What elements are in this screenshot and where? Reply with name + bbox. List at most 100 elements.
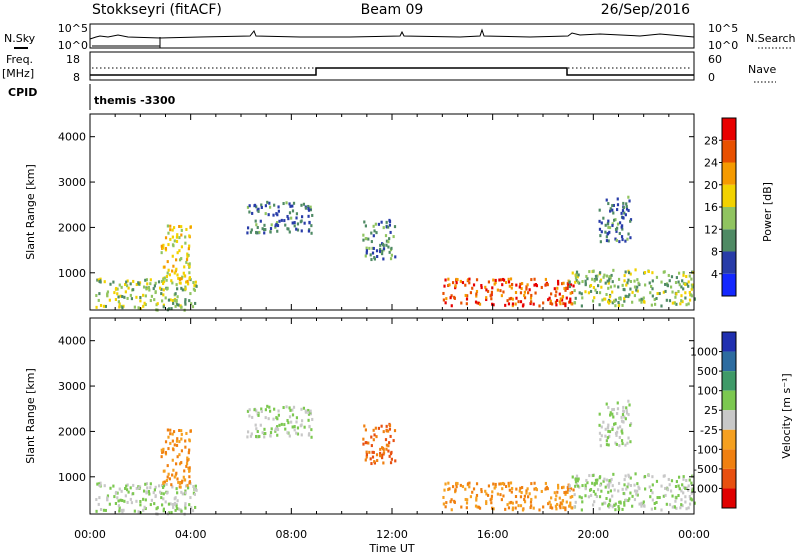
power-cell <box>609 209 612 213</box>
velocity-cell <box>161 485 165 489</box>
velocity-cell <box>612 407 615 411</box>
power-cell <box>390 253 393 257</box>
power-cell <box>121 295 124 299</box>
power-cell <box>291 204 294 208</box>
velocity-cell <box>592 490 595 494</box>
velocity-cell <box>277 409 280 413</box>
power-cell <box>614 218 617 222</box>
power-cell <box>169 298 172 302</box>
velocity-cell <box>283 423 286 427</box>
velocity-cell <box>680 498 683 502</box>
velocity-cell <box>609 411 612 415</box>
velocity-cell <box>124 494 127 498</box>
velocity-cell <box>618 500 621 504</box>
velocity-cell <box>147 489 151 493</box>
velocity-cell <box>166 475 169 479</box>
velocity-cell <box>117 504 121 508</box>
velocity-cell <box>175 443 179 447</box>
power-cell <box>687 302 690 306</box>
velocity-cell <box>660 508 663 512</box>
velocity-cell <box>556 483 560 487</box>
power-cell <box>172 264 175 268</box>
power-cell <box>121 306 124 310</box>
velocity-cell <box>278 423 281 427</box>
power-cell <box>174 292 177 296</box>
velocity-cell <box>288 434 291 438</box>
velocity-cell <box>268 409 272 413</box>
power-cell <box>300 203 303 207</box>
velocity-cell <box>529 506 532 510</box>
power-cell <box>491 302 494 306</box>
power-cell <box>617 304 620 308</box>
range-tick-label: 3000 <box>58 380 86 393</box>
velocity-cell <box>634 472 637 476</box>
velocity-cell <box>675 506 678 510</box>
power-cell <box>621 283 624 287</box>
velocity-cell <box>277 413 280 417</box>
power-cell <box>633 294 637 298</box>
velocity-cell <box>475 496 478 500</box>
velocity-cell <box>614 441 617 445</box>
power-cell <box>613 284 616 288</box>
velocity-cell <box>184 502 187 506</box>
power-cell <box>627 209 630 213</box>
power-cell <box>651 287 654 291</box>
velocity-cell <box>655 479 659 483</box>
velocity-cell <box>609 413 612 417</box>
velocity-cell <box>276 425 279 429</box>
velocity-cell <box>624 417 627 421</box>
velocity-cell <box>623 483 626 487</box>
velocity-cell <box>651 498 654 502</box>
power-cell <box>180 286 183 290</box>
power-cell <box>162 293 165 297</box>
power-cell <box>266 200 269 204</box>
power-cell <box>567 282 570 286</box>
velocity-cell <box>523 500 527 504</box>
velocity-cell <box>445 501 448 505</box>
velocity-cell <box>371 450 374 454</box>
velocity-cell <box>192 485 195 489</box>
velocity-cell <box>191 509 195 513</box>
power-cell <box>454 284 457 288</box>
velocity-cell <box>671 505 674 509</box>
velocity-cell <box>511 501 514 505</box>
velocity-cell <box>145 491 148 495</box>
velocity-cell <box>444 482 447 486</box>
velocity-cell <box>554 504 558 508</box>
velocity-cell <box>551 506 554 510</box>
velocity-cell <box>554 498 557 502</box>
velocity-cell <box>596 478 599 482</box>
velocity-cell <box>171 432 174 436</box>
velocity-cell <box>444 505 447 509</box>
velocity-cell <box>365 450 368 454</box>
power-cell <box>171 269 174 273</box>
power-cell <box>520 282 524 286</box>
velocity-cell <box>490 501 493 505</box>
power-cell <box>601 298 604 302</box>
velocity-range-axis-label: Slant Range [km] <box>24 368 37 464</box>
power-cell <box>251 211 254 215</box>
velocity-cell <box>99 481 102 485</box>
power-cell <box>622 216 625 220</box>
velocity-cell <box>255 409 258 413</box>
power-cell <box>130 297 134 301</box>
velocity-cell <box>508 488 511 492</box>
power-cell <box>118 305 121 309</box>
power-cell <box>365 249 369 253</box>
velocity-cell <box>376 459 379 463</box>
power-cell <box>633 279 636 283</box>
power-cell <box>102 304 106 308</box>
velocity-cell <box>307 408 310 412</box>
velocity-cell <box>633 498 637 502</box>
date-title: 26/Sep/2016 <box>601 2 690 18</box>
power-cell <box>533 277 536 281</box>
power-cell <box>614 227 618 231</box>
power-cell <box>104 304 107 308</box>
power-cell <box>293 221 296 225</box>
power-cell <box>307 207 310 211</box>
velocity-cell <box>666 488 670 492</box>
velocity-cell <box>611 412 614 416</box>
power-cell <box>643 271 647 275</box>
power-cell <box>167 307 171 311</box>
velocity-cell <box>677 494 680 498</box>
